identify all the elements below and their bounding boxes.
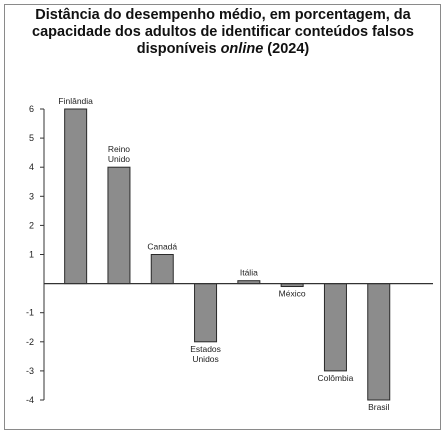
- bar-finlândia: [64, 108, 88, 285]
- category-label: Itália: [240, 268, 258, 278]
- y-tick-label: 5: [29, 133, 34, 143]
- category-label: Unido: [108, 154, 130, 164]
- category-label: Canadá: [147, 242, 177, 252]
- y-tick-label: 4: [29, 162, 34, 172]
- category-label: Estados: [190, 344, 221, 354]
- chart-title: Distância do desempenho médio, em porcen…: [0, 7, 446, 58]
- y-tick-label: 6: [29, 104, 34, 114]
- title-line-3-text: disponíveis: [136, 41, 221, 57]
- category-label: Brasil: [368, 402, 389, 412]
- bar-reino-unido: [107, 166, 131, 285]
- bar-canadá: [150, 254, 174, 285]
- y-tick-label: -3: [26, 366, 34, 376]
- y-tick-label: -1: [26, 308, 34, 318]
- bar-colômbia: [323, 283, 347, 372]
- title-year: (2024): [263, 41, 310, 57]
- y-tick-label: 3: [29, 191, 34, 201]
- bar-estados-unidos: [194, 283, 218, 343]
- title-line-1: Distância do desempenho médio, em porcen…: [35, 7, 411, 23]
- y-tick-label: -4: [26, 395, 34, 405]
- title-online-word: online: [220, 41, 264, 57]
- category-label: Unidos: [192, 354, 218, 364]
- category-label: Finlândia: [58, 96, 93, 106]
- bar-brasil: [367, 283, 391, 401]
- title-line-2: capacidade dos adultos de identificar co…: [32, 24, 414, 40]
- y-tick-label: 2: [29, 220, 34, 230]
- category-label: Colômbia: [317, 373, 353, 383]
- category-label: Reino: [108, 144, 130, 154]
- category-label: México: [279, 289, 306, 299]
- title-line-3: disponíveis online (2024): [0, 41, 446, 58]
- y-tick-label: -2: [26, 337, 34, 347]
- y-tick-label: 1: [29, 250, 34, 260]
